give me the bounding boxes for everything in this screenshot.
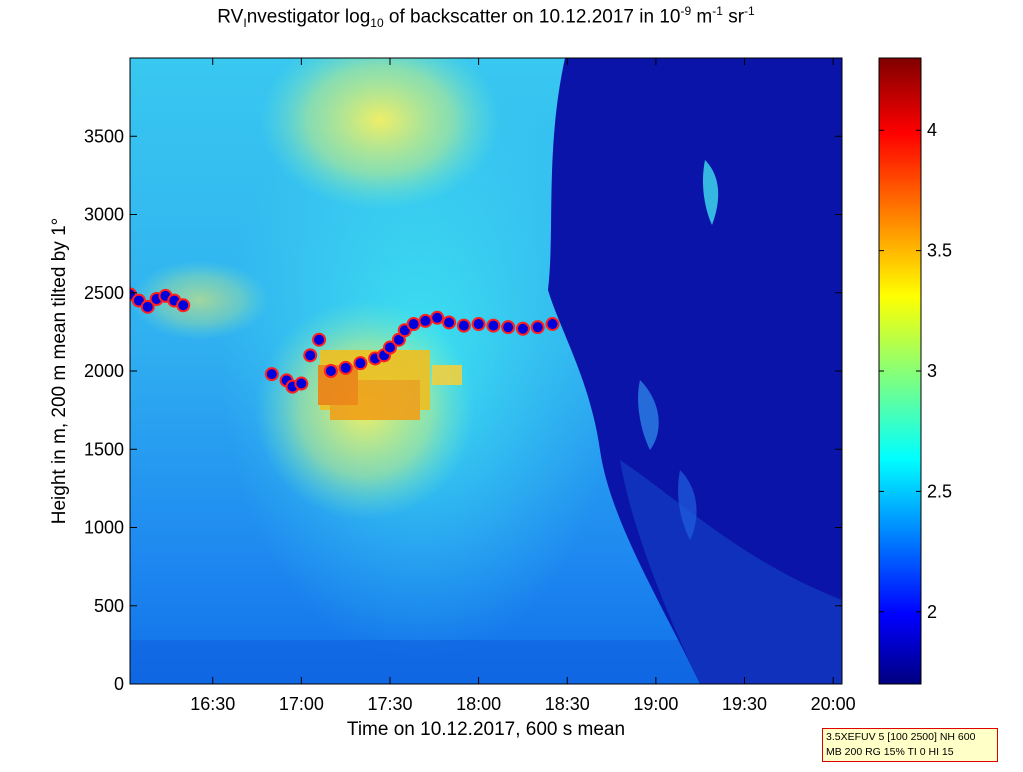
colorbar — [878, 57, 922, 685]
series-point — [486, 318, 501, 333]
series-point — [140, 299, 155, 314]
x-tick-label: 20:00 — [811, 694, 856, 714]
series-point — [338, 360, 353, 375]
series-point — [471, 317, 486, 332]
y-tick-label: 2500 — [84, 283, 124, 303]
heatmap-field — [130, 58, 842, 684]
chart-title: RVInvestigator log10 of backscatter on 1… — [217, 4, 755, 31]
y-tick-label: 3500 — [84, 126, 124, 146]
series-point — [501, 320, 516, 335]
x-axis-label: Time on 10.12.2017, 600 s mean — [347, 719, 625, 740]
y-tick-label: 500 — [94, 596, 124, 616]
x-tick-label: 16:30 — [190, 694, 235, 714]
series-point — [456, 318, 471, 333]
x-tick-label: 17:00 — [279, 694, 324, 714]
info-line-1: 3.5XEFUV 5 [100 2500] NH 600 — [826, 731, 976, 743]
boundary-layer-series — [130, 287, 560, 394]
y-tick-label: 0 — [114, 674, 124, 694]
y-axis-label: Height in m, 200 m mean tilted by 1° — [49, 218, 70, 524]
series-point — [312, 332, 327, 347]
colorbar-tick-label: 3 — [927, 361, 937, 381]
x-tick-label: 18:00 — [456, 694, 501, 714]
colorbar-tick-label: 2.5 — [927, 481, 952, 501]
info-line-2: MB 200 RG 15% TI 0 HI 15 — [826, 746, 954, 758]
y-tick-label: 1500 — [84, 439, 124, 459]
y-tick-label: 1000 — [84, 518, 124, 538]
colorbar-ticks: 2 2.5 3 3.5 4 — [879, 120, 952, 622]
x-tick-label: 18:30 — [545, 694, 590, 714]
y-tick-label: 2000 — [84, 361, 124, 381]
x-tick-label: 19:00 — [633, 694, 678, 714]
series-point — [264, 367, 279, 382]
series-point — [418, 313, 433, 328]
series-point — [406, 317, 421, 332]
series-point — [294, 376, 309, 391]
series-point — [515, 321, 530, 336]
series-point — [176, 298, 191, 313]
colorbar-tick-label: 3.5 — [927, 241, 952, 261]
y-tick-label: 3000 — [84, 205, 124, 225]
y-axis: 0 500 1000 1500 2000 2500 3000 3500 — [84, 126, 842, 694]
series-point — [530, 320, 545, 335]
series-point — [323, 364, 338, 378]
colorbar-tick-label: 4 — [927, 120, 937, 140]
colorbar-tick-label: 2 — [927, 602, 937, 622]
series-point — [545, 317, 560, 332]
series-point — [353, 356, 368, 371]
x-tick-label: 17:30 — [367, 694, 412, 714]
series-point — [430, 310, 445, 325]
series-point — [303, 348, 318, 363]
x-axis: 16:30 17:00 17:30 18:00 18:30 19:00 19:30 20:00 — [190, 58, 856, 714]
x-tick-label: 19:30 — [722, 694, 767, 714]
series-point — [442, 315, 457, 330]
series-point — [382, 340, 397, 355]
info-box: 3.5XEFUV 5 [100 2500] NH 600 MB 200 RG 1… — [822, 728, 998, 762]
